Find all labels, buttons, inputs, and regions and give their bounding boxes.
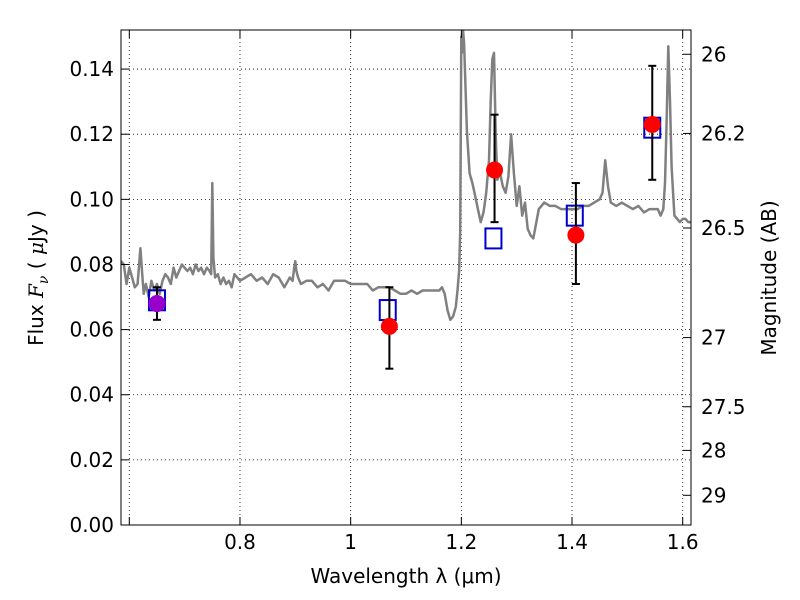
x-tick-label: 1.2 [445, 530, 477, 554]
y-tick-label: 0.02 [69, 448, 114, 472]
observed-photometry-point [486, 161, 504, 179]
y-tick-label: 0.14 [69, 57, 114, 81]
y2-tick-label: 26.5 [701, 216, 746, 240]
y2-tick-label: 26.2 [701, 121, 746, 145]
y-tick-label: 0.00 [69, 513, 114, 537]
y2-tick-label: 27.5 [701, 395, 746, 419]
y-label-flux: Flux [24, 298, 48, 346]
y-tick-label: 0.08 [69, 252, 114, 276]
grid [121, 30, 691, 526]
y-axis-label: Flux Fν ( μJy ) [24, 210, 52, 346]
observed-photometry-point [380, 317, 398, 335]
y-tick-label: 0.06 [69, 318, 114, 342]
plot-area [121, 30, 691, 370]
x-axis-label: Wavelength λ (μm) [310, 564, 501, 588]
y2-tick-label: 27 [701, 326, 726, 350]
y-label-nu: ν [36, 275, 52, 284]
spectrum-line [121, 30, 691, 322]
axes-ticks: 0.8 1 1.2 1.4 1.6 0.00 0.02 0.04 0.06 0.08 0.10 0.1… [69, 30, 746, 554]
observed-photometry-point [567, 226, 585, 244]
y-tick-label: 0.12 [69, 122, 114, 146]
model-photometry-square [484, 227, 503, 250]
x-tick-label: 1.6 [667, 530, 699, 554]
model-photometry-square [565, 204, 584, 227]
y-label-mu: μ [24, 242, 48, 255]
y2-tick-label: 29 [701, 483, 726, 507]
y-tick-label: 0.10 [69, 187, 114, 211]
observed-photometry-point [643, 115, 661, 133]
y2-tick-label: 28 [701, 438, 726, 462]
x-tick-label: 1 [344, 530, 357, 554]
x-tick-label: 1.4 [556, 530, 588, 554]
y-label-open: ( [24, 255, 48, 276]
plot-frame [120, 29, 692, 526]
y2-tick-label: 26 [701, 42, 726, 66]
model-photometry-square [378, 299, 397, 322]
y-tick-label: 0.04 [69, 383, 114, 407]
y2-axis-label: Magnitude (AB) [757, 200, 781, 355]
x-tick-label: 0.8 [224, 530, 256, 554]
y-label-unit: Jy ) [24, 210, 48, 244]
y-label-f: F [24, 283, 48, 299]
observed-photometry-point [148, 295, 166, 313]
